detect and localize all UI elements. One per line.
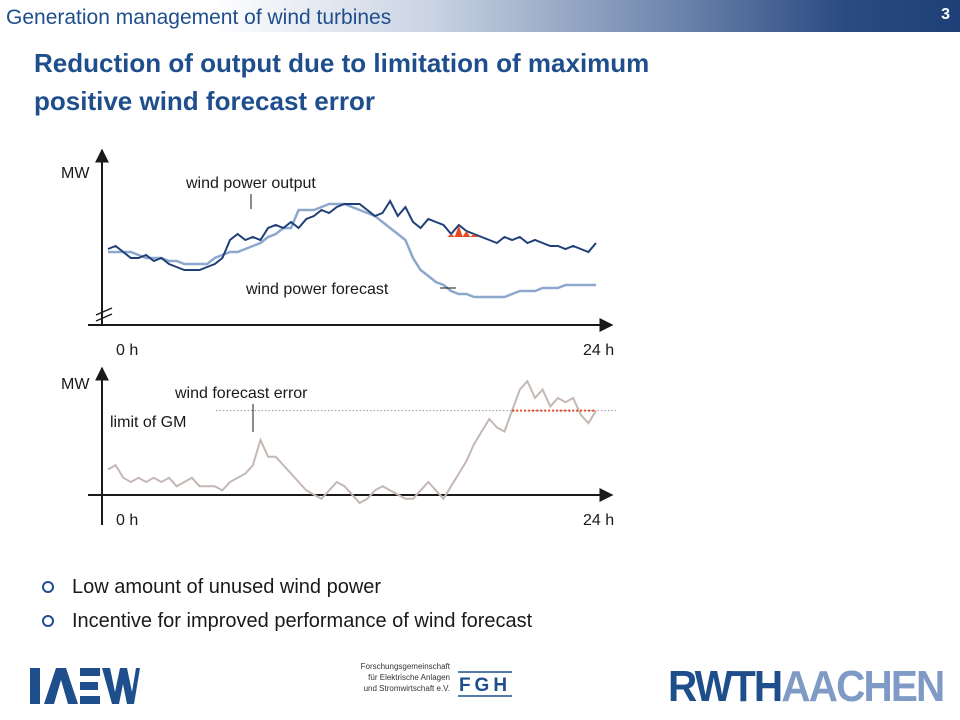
- chart1-ylabel: MW: [61, 165, 90, 182]
- fgh-caption-line2: für Elektrische Anlagen: [368, 673, 450, 682]
- forecast-series-line: [108, 202, 596, 299]
- bullet-text: Incentive for improved performance of wi…: [72, 609, 533, 632]
- chart1-forecast-annotation: wind power forecast: [245, 281, 389, 298]
- chart2-ylabel: MW: [61, 376, 90, 393]
- fgh-logo-text: FGH: [459, 675, 511, 696]
- bullet-text: Low amount of unused wind power: [72, 575, 382, 598]
- fgh-logo: FGH: [458, 671, 512, 697]
- curtailed-output-mark: [454, 225, 463, 237]
- slide-title: Reduction of output due to limitation of…: [34, 44, 914, 120]
- slide-number: 3: [941, 6, 950, 23]
- error-series-line: [107, 379, 597, 505]
- bullet-circle-icon: [42, 615, 54, 627]
- bullet-circle-icon: [42, 581, 54, 593]
- output-series-line: [107, 198, 597, 271]
- iaew-logo: [30, 668, 140, 704]
- fgh-caption-line3: und Stromwirtschaft e.V.: [363, 684, 450, 693]
- bullet-item: Incentive for improved performance of wi…: [42, 604, 532, 638]
- header-title: Generation management of wind turbines: [6, 6, 392, 29]
- rwth-aachen-logo: RWTHAACHEN: [668, 662, 945, 712]
- chart1-x-end-label: 24 h: [583, 342, 614, 359]
- chart1-axis-break: [95, 307, 113, 322]
- rwth-logo-part1: RWTH: [668, 662, 783, 711]
- slide-title-line1: Reduction of output due to limitation of…: [34, 48, 650, 78]
- bullet-item: Low amount of unused wind power: [42, 570, 532, 604]
- chart2-limit-label: limit of GM: [110, 414, 186, 431]
- chart1-x-start-label: 0 h: [116, 342, 138, 359]
- rwth-logo-part2: AACHEN: [781, 662, 945, 711]
- slide-title-line2: positive wind forecast error: [34, 86, 375, 116]
- chart2-x-end-label: 24 h: [583, 512, 614, 529]
- header-bar: Generation management of wind turbines 3: [0, 0, 960, 32]
- curtailed-output-mark: [470, 234, 478, 237]
- fgh-caption-line1: Forschungsgemeinschaft: [360, 662, 450, 671]
- chart2-error-annotation: wind forecast error: [174, 385, 308, 402]
- curtailed-output-mark: [462, 231, 471, 237]
- bullet-list: Low amount of unused wind power Incentiv…: [42, 570, 532, 638]
- chart1-output-annotation: wind power output: [185, 175, 316, 192]
- curtailed-output-mark: [447, 234, 456, 237]
- fgh-caption: Forschungsgemeinschaft für Elektrische A…: [320, 661, 450, 694]
- chart2-x-start-label: 0 h: [116, 512, 138, 529]
